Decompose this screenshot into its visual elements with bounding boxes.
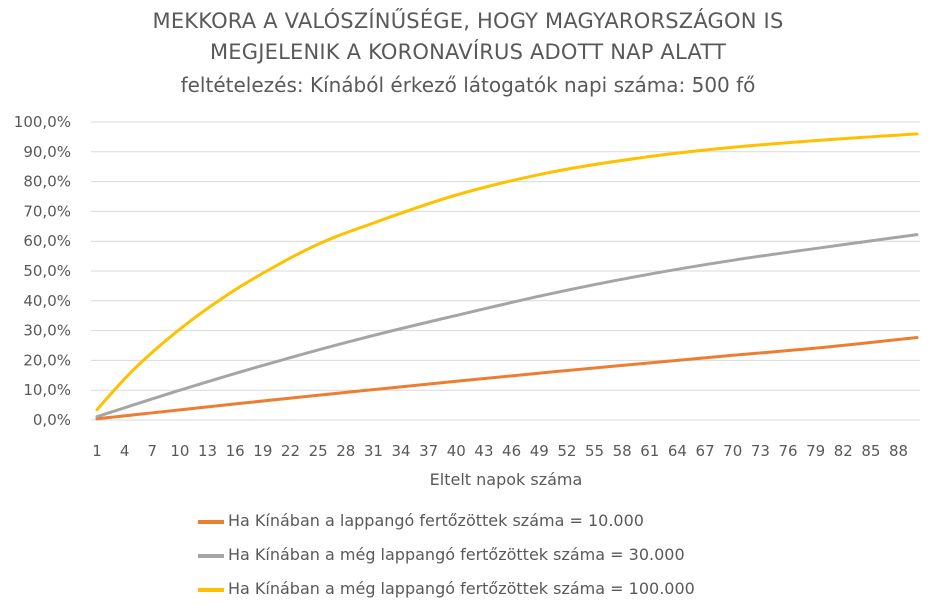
chart-title-line2: MEGJELENIK A KORONAVÍRUS ADOTT NAP ALATT [209, 40, 727, 64]
legend-label: Ha Kínában a lappangó fertőzöttek száma … [228, 511, 644, 530]
legend-swatch [198, 554, 224, 558]
y-tick-label: 30,0% [23, 322, 71, 340]
x-tick-label: 10 [170, 442, 189, 460]
series-line-3 [95, 132, 919, 412]
x-tick-label: 67 [696, 442, 715, 460]
x-tick-label: 79 [806, 442, 825, 460]
x-tick-label: 58 [613, 442, 632, 460]
x-tick-label: 82 [834, 442, 853, 460]
x-tick-label: 7 [148, 442, 158, 460]
x-tick-label: 37 [419, 442, 438, 460]
series-line-2 [95, 233, 919, 419]
x-tick-label: 85 [861, 442, 880, 460]
legend-swatch [198, 520, 224, 524]
x-tick-label: 64 [668, 442, 687, 460]
x-tick-label: 70 [723, 442, 742, 460]
x-tick-label: 31 [364, 442, 383, 460]
y-tick-label: 80,0% [23, 173, 71, 191]
x-tick-label: 19 [253, 442, 272, 460]
chart-title: MEKKORA A VALÓSZÍNŰSÉGE, HOGY MAGYARORSZ… [152, 9, 784, 33]
x-tick-label: 34 [391, 442, 410, 460]
x-tick-label: 25 [309, 442, 328, 460]
x-tick-label: 28 [336, 442, 355, 460]
x-tick-label: 40 [447, 442, 466, 460]
legend-label: Ha Kínában a még lappangó fertőzöttek sz… [228, 545, 685, 564]
x-tick-label: 13 [198, 442, 217, 460]
y-tick-label: 100,0% [14, 113, 71, 131]
x-tick-label: 49 [530, 442, 549, 460]
x-tick-label: 1 [92, 442, 102, 460]
x-tick-label: 55 [585, 442, 604, 460]
x-tick-label: 88 [889, 442, 908, 460]
legend-swatch [198, 588, 224, 592]
x-tick-label: 4 [120, 442, 130, 460]
legend-label: Ha Kínában a még lappangó fertőzöttek sz… [228, 579, 695, 598]
y-tick-label: 0,0% [33, 411, 71, 429]
x-tick-label: 61 [640, 442, 659, 460]
x-tick-label: 73 [751, 442, 770, 460]
x-tick-label: 16 [226, 442, 245, 460]
x-tick-label: 76 [778, 442, 797, 460]
y-tick-label: 10,0% [23, 381, 71, 399]
y-tick-label: 70,0% [23, 202, 71, 220]
x-tick-label: 22 [281, 442, 300, 460]
x-tick-label: 46 [502, 442, 521, 460]
y-tick-label: 90,0% [23, 143, 71, 161]
y-tick-label: 50,0% [23, 262, 71, 280]
chart-subtitle: feltételezés: Kínából érkező látogatók n… [180, 73, 756, 97]
x-tick-label: 43 [474, 442, 493, 460]
y-tick-label: 20,0% [23, 351, 71, 369]
x-axis-label: Eltelt napok száma [430, 470, 583, 489]
x-tick-label: 52 [557, 442, 576, 460]
y-tick-label: 60,0% [23, 232, 71, 250]
y-tick-label: 40,0% [23, 292, 71, 310]
series-line-1 [95, 336, 919, 421]
